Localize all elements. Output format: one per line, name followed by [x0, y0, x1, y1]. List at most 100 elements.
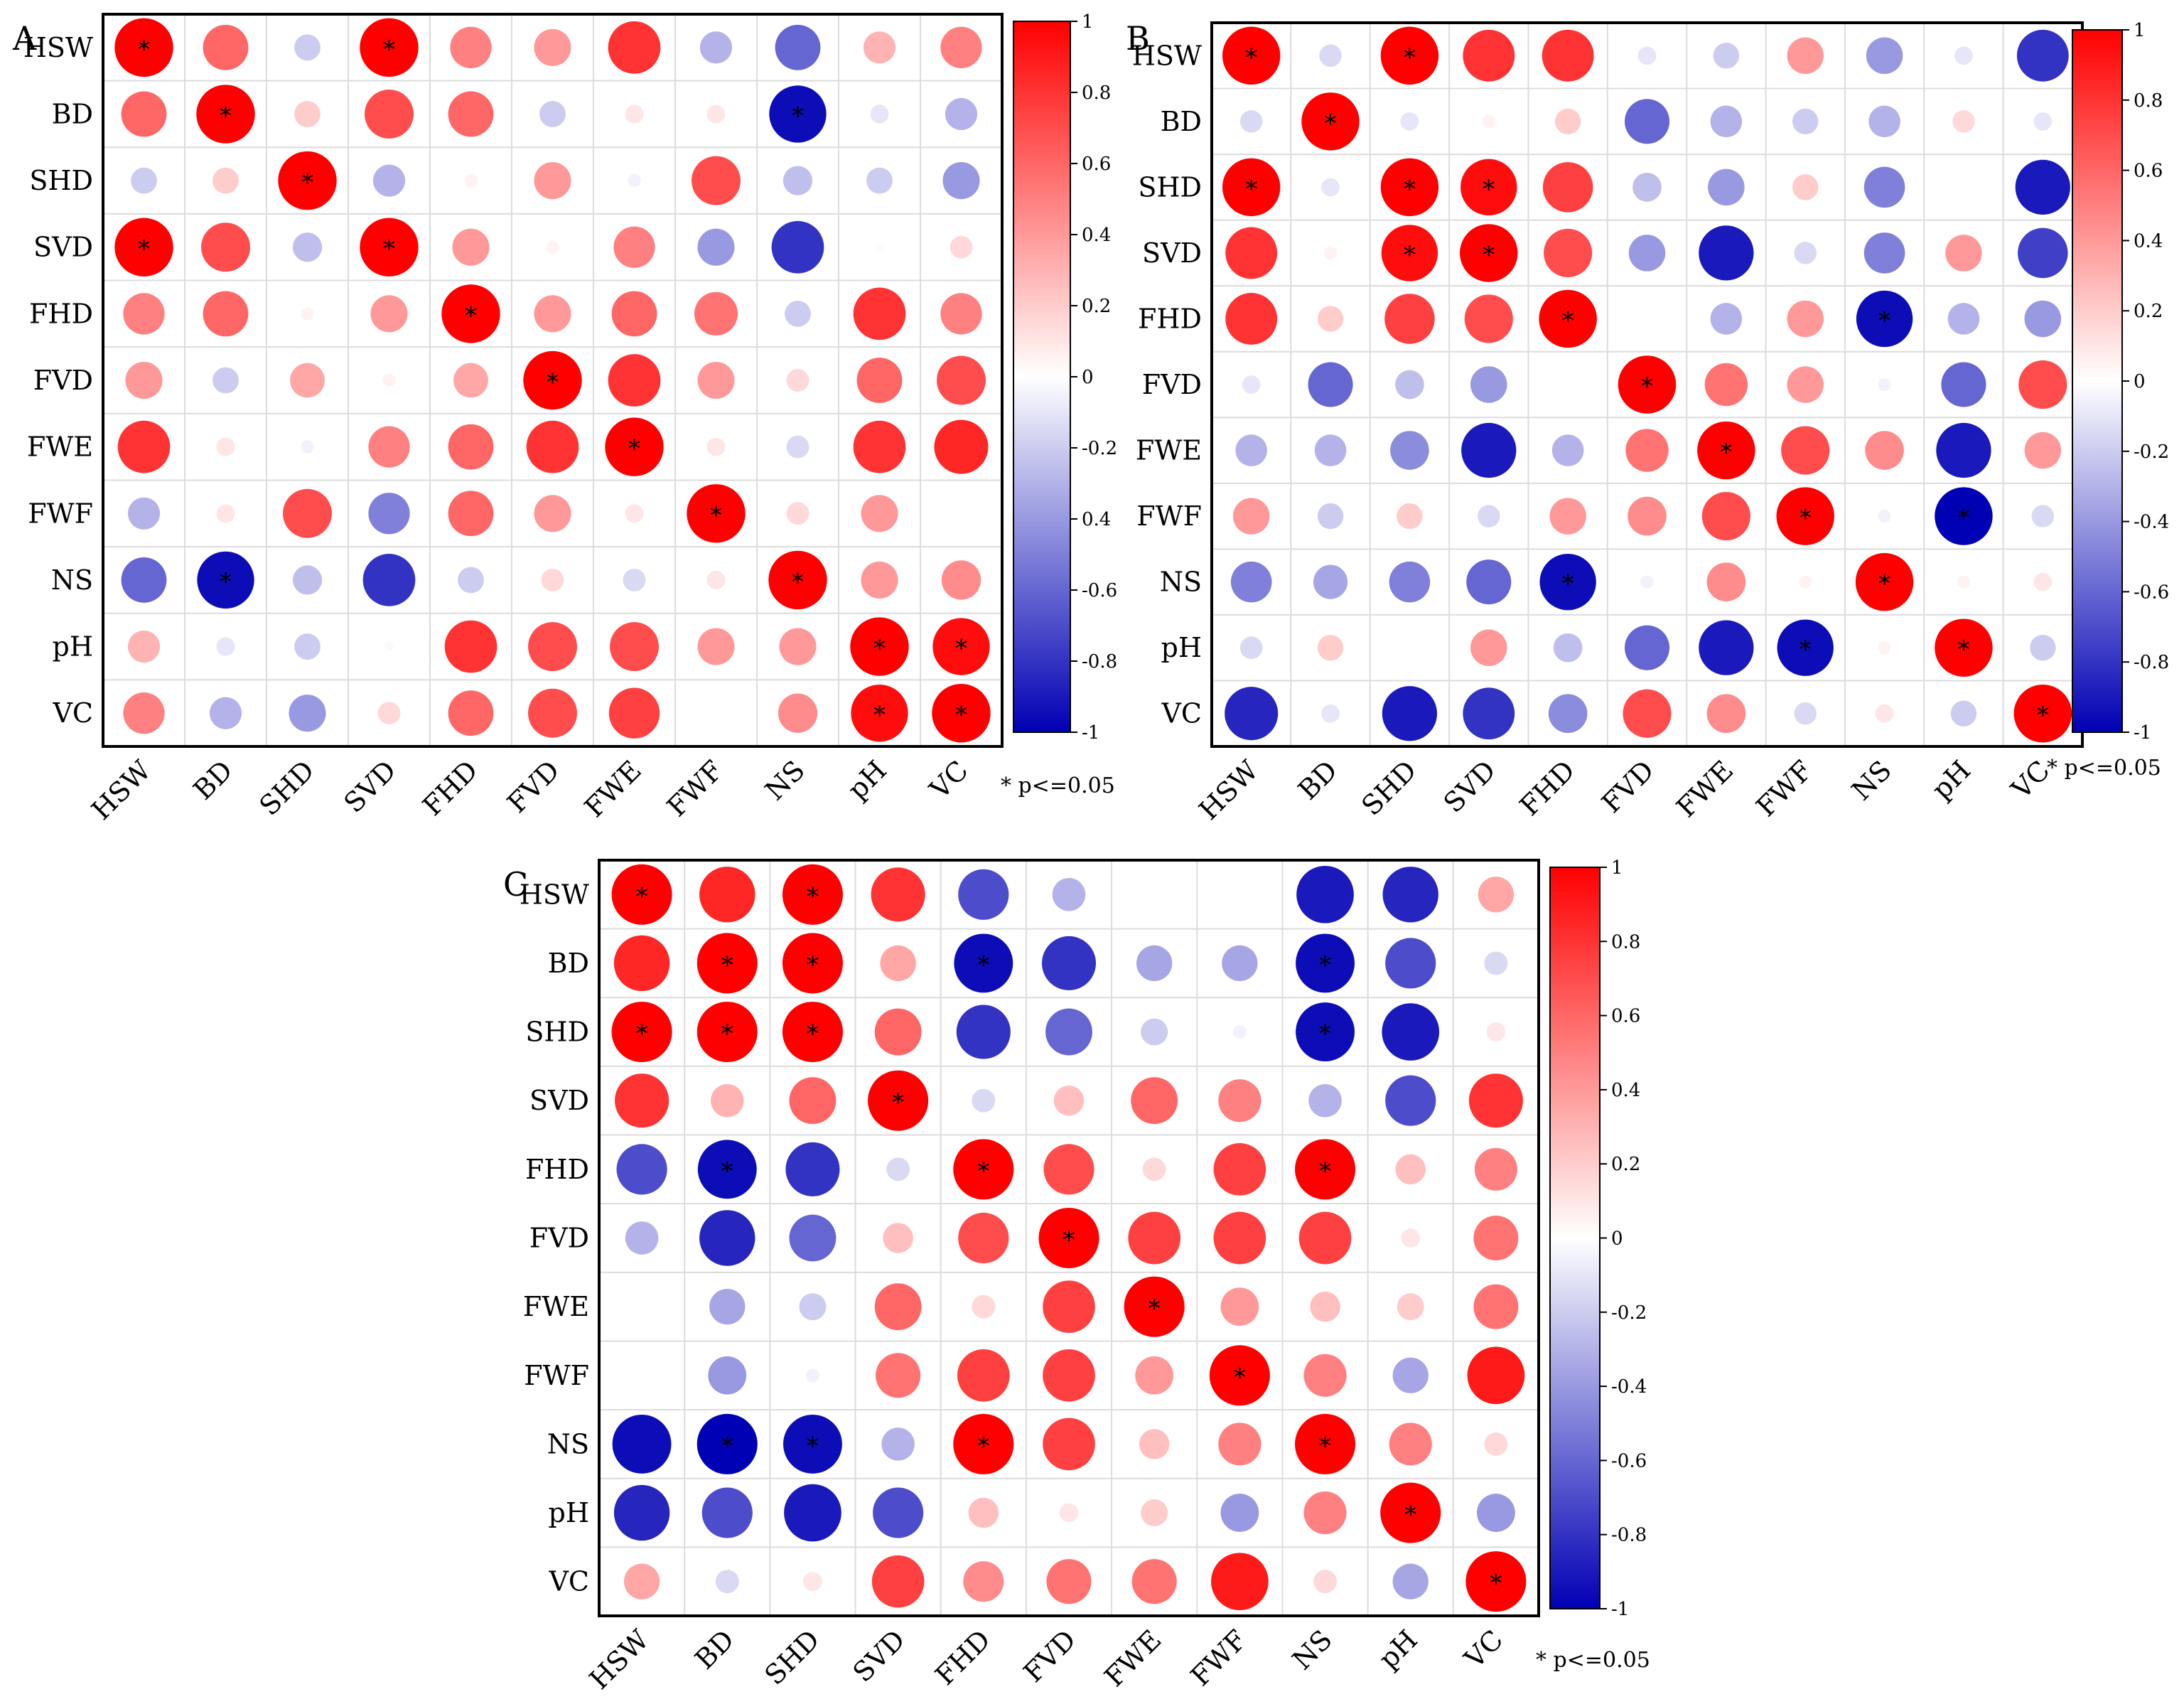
significance-marker: * — [1063, 1226, 1075, 1255]
correlation-circle — [1209, 1345, 1270, 1406]
correlation-circle — [1464, 294, 1513, 343]
significance-marker: * — [465, 301, 477, 330]
significance-marker: * — [636, 882, 648, 911]
plot-frame — [598, 859, 1540, 1617]
correlation-circle — [1856, 290, 1913, 348]
y-tick-label: FHD — [29, 298, 93, 329]
correlation-circle — [940, 26, 982, 68]
correlation-circle — [853, 287, 906, 341]
x-tick-label: NS — [1286, 1624, 1338, 1676]
x-tick-label: BD — [1292, 754, 1343, 805]
significance-marker: * — [977, 1432, 989, 1460]
colorbar-tick-label: 0.4 — [1082, 509, 1111, 530]
correlation-circle — [1632, 173, 1662, 202]
correlation-circle — [528, 688, 577, 738]
colorbar-tick-label: 1 — [1611, 857, 1623, 879]
correlation-circle — [1232, 1025, 1247, 1039]
correlation-circle — [213, 167, 239, 194]
correlation-circle — [1397, 1293, 1424, 1321]
correlation-circle — [441, 284, 500, 343]
correlation-circle — [1482, 114, 1495, 128]
correlation-circle — [362, 554, 416, 606]
correlation-circle — [1460, 224, 1518, 282]
significance-marker: * — [955, 635, 967, 663]
x-tick-label: FWF — [661, 754, 729, 822]
correlation-circle — [1776, 487, 1834, 545]
correlation-circle — [1385, 1075, 1436, 1126]
y-tick-label: FHD — [525, 1154, 589, 1185]
correlation-circle — [1046, 1559, 1092, 1604]
correlation-circle — [1710, 303, 1743, 335]
correlation-circle — [775, 24, 821, 70]
correlation-circle — [875, 242, 884, 252]
correlation-circle — [1321, 704, 1340, 723]
correlation-circle — [360, 18, 419, 77]
correlation-circle — [1777, 619, 1834, 676]
correlation-circle — [1701, 492, 1750, 541]
correlation-circle — [610, 622, 659, 672]
correlation-circle — [697, 228, 735, 266]
x-tick-label: BD — [187, 754, 238, 805]
x-tick-label: FVD — [1018, 1624, 1082, 1688]
correlation-circle — [1380, 1482, 1441, 1543]
correlation-circle — [768, 550, 827, 610]
correlation-circle — [1699, 620, 1754, 675]
correlation-circle — [1628, 235, 1666, 272]
correlation-circle — [1392, 1563, 1429, 1599]
correlation-circle — [283, 488, 332, 538]
correlation-circle — [1401, 1228, 1421, 1248]
colorbar — [2072, 29, 2123, 733]
correlation-circle — [1787, 366, 1824, 403]
y-tick-label: NS — [51, 564, 93, 596]
correlation-circle — [789, 1214, 837, 1262]
y-tick-label: FVD — [529, 1223, 589, 1254]
correlation-circle — [1317, 306, 1344, 332]
correlation-circle — [301, 307, 314, 321]
correlation-circle — [1225, 293, 1278, 345]
correlation-circle — [625, 504, 644, 523]
correlation-circle — [1232, 498, 1270, 535]
correlation-circle — [1551, 434, 1584, 466]
correlation-circle — [697, 1140, 757, 1199]
correlation-circle — [608, 354, 661, 407]
correlation-circle — [1468, 1073, 1523, 1128]
correlation-circle — [696, 1413, 758, 1474]
correlation-circle — [294, 101, 321, 127]
correlation-circle — [876, 1353, 921, 1398]
correlation-circle — [1628, 496, 1667, 536]
correlation-circle — [786, 369, 809, 392]
x-tick-label: SVD — [847, 1624, 911, 1688]
x-tick-label: HSW — [583, 1624, 655, 1695]
y-tick-label: VC — [52, 697, 93, 729]
colorbar-tick-label: -0.6 — [1611, 1450, 1647, 1472]
correlation-circle — [1043, 1280, 1095, 1333]
correlation-circle — [1124, 1276, 1185, 1337]
correlation-circle — [2033, 112, 2053, 131]
x-tick-label: FWF — [1750, 754, 1819, 822]
y-tick-label: HSW — [1132, 40, 1202, 71]
correlation-circle — [125, 361, 163, 400]
correlation-circle — [372, 164, 406, 197]
correlation-circle — [615, 1073, 669, 1128]
correlation-circle — [710, 1083, 744, 1118]
correlation-circle — [958, 1212, 1009, 1264]
correlation-circle — [448, 91, 494, 137]
correlation-circle — [694, 291, 738, 336]
correlation-circle — [613, 1484, 670, 1541]
correlation-circle — [534, 295, 571, 333]
correlation-circle — [1466, 559, 1512, 605]
correlation-circle — [687, 484, 746, 543]
significance-marker: * — [1878, 570, 1890, 599]
correlation-circle — [360, 218, 419, 277]
correlation-circle — [1239, 636, 1263, 659]
correlation-circle — [1624, 625, 1670, 670]
correlation-circle — [216, 504, 235, 523]
correlation-circle — [1213, 1211, 1266, 1265]
correlation-circle — [786, 502, 809, 525]
panel-letter: A — [12, 19, 37, 58]
correlation-circle — [2030, 634, 2056, 661]
correlation-circle — [1544, 228, 1593, 277]
correlation-circle — [1935, 487, 1993, 545]
y-tick-label: SVD — [1142, 237, 1202, 269]
correlation-circle — [628, 173, 641, 188]
